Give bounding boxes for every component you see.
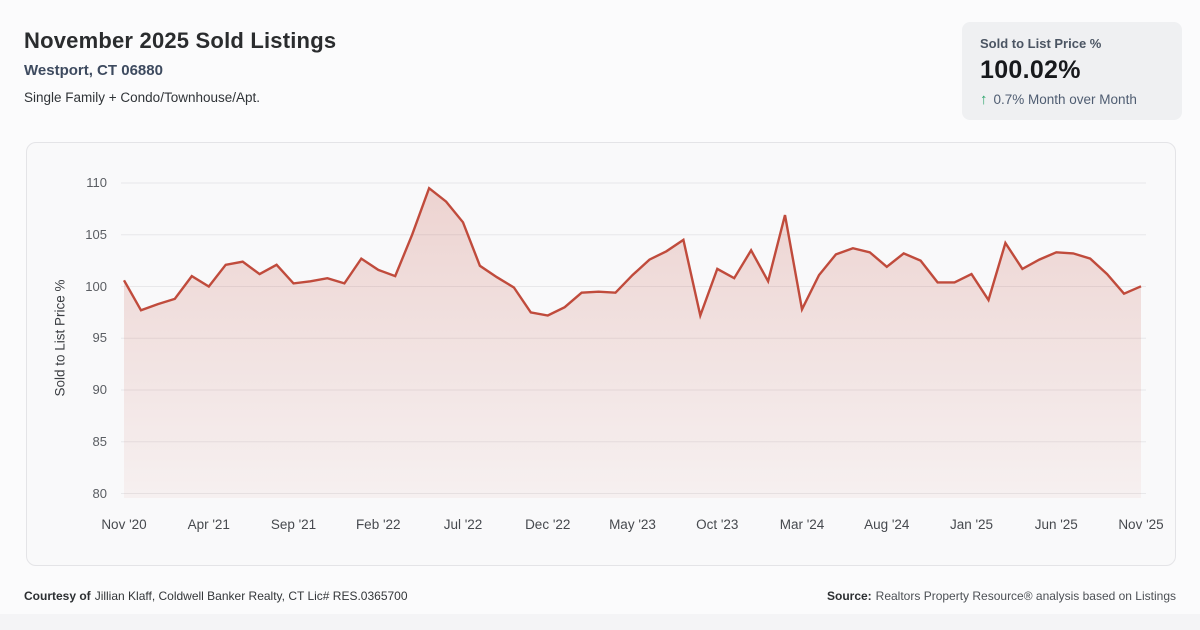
- stat-card: Sold to List Price % 100.02% ↑ 0.7% Mont…: [962, 22, 1182, 120]
- y-tick-label: 105: [85, 226, 107, 242]
- stat-change-text: 0.7% Month over Month: [993, 92, 1137, 107]
- x-tick-label: Jul '22: [443, 517, 483, 532]
- up-arrow-icon: ↑: [980, 91, 988, 108]
- x-tick-label: Aug '24: [864, 517, 910, 532]
- x-tick-label: May '23: [609, 517, 656, 532]
- x-tick-label: Dec '22: [525, 517, 571, 532]
- x-tick-label: Nov '25: [1118, 517, 1164, 532]
- stat-value: 100.02%: [980, 56, 1081, 84]
- stat-change: ↑ 0.7% Month over Month: [980, 91, 1164, 108]
- source-text: Realtors Property Resource® analysis bas…: [875, 589, 1176, 603]
- property-types-subtitle: Single Family + Condo/Townhouse/Apt.: [24, 90, 261, 105]
- y-tick-label: 110: [86, 175, 107, 190]
- sold-to-list-price-chart: [121, 182, 1146, 498]
- data-line: [122, 186, 1142, 320]
- location-subtitle: Westport, CT 06880: [24, 62, 163, 79]
- y-tick-label: 100: [85, 278, 107, 294]
- x-tick-label: Feb '22: [355, 517, 401, 532]
- courtesy-text: Jillian Klaff, Coldwell Banker Realty, C…: [94, 589, 408, 603]
- source-note: Source: Realtors Property Resource® analy…: [827, 589, 1176, 603]
- bottom-strip: [0, 614, 1200, 630]
- x-tick-label: Mar '24: [779, 517, 825, 532]
- page-title: November 2025 Sold Listings: [24, 28, 337, 53]
- source-label: Source:: [826, 589, 872, 603]
- stat-label: Sold to List Price %: [980, 36, 1102, 51]
- y-tick-label: 95: [92, 330, 107, 346]
- x-tick-label: Apr '21: [187, 517, 230, 532]
- x-tick-label: Nov '20: [101, 517, 147, 532]
- x-tick-label: Oct '23: [696, 517, 739, 532]
- x-tick-label: Jan '25: [949, 517, 994, 532]
- x-tick-label: Jun '25: [1034, 517, 1078, 532]
- chart-panel: Sold to List Price % 110 105 100 95 90 85 80 No…: [26, 142, 1176, 566]
- y-tick-label: 90: [92, 382, 107, 397]
- y-tick-label: 85: [92, 433, 107, 449]
- x-tick-label: Sep '21: [270, 517, 317, 532]
- courtesy-label: Courtesy of: [24, 589, 91, 603]
- area-fill: [124, 188, 1141, 498]
- y-tick-label: 80: [92, 485, 107, 501]
- courtesy-note: Courtesy of Jillian Klaff, Coldwell Banke…: [24, 589, 408, 603]
